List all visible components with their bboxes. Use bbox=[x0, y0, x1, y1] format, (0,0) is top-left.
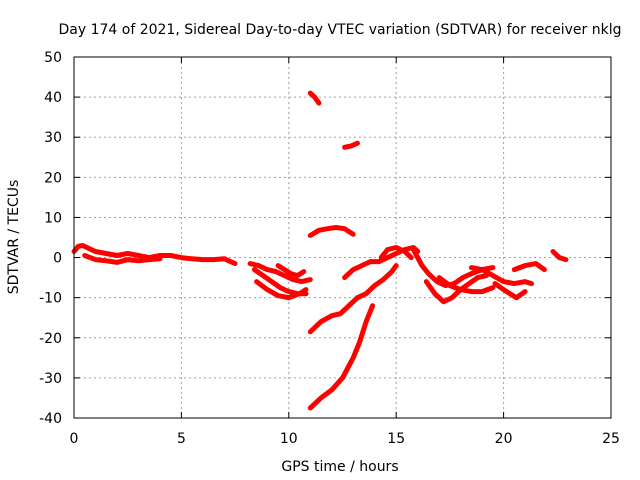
series-arc-9h-c bbox=[254, 279, 309, 301]
plot-frame bbox=[73, 56, 612, 419]
y-axis-label: SDTVAR / TECUs bbox=[6, 180, 22, 295]
y-tick-label: 0 bbox=[53, 251, 62, 267]
series-arc-20h bbox=[492, 281, 528, 301]
y-tick-label: 30 bbox=[44, 130, 62, 146]
y-tick-labels: -40 -30 -20 -10 0 10 20 30 40 50 bbox=[39, 50, 62, 427]
axis-ticks bbox=[73, 56, 612, 419]
series-arc-steep bbox=[307, 303, 376, 411]
x-tick-label: 15 bbox=[387, 431, 405, 447]
series-arc-16h-a bbox=[410, 247, 496, 289]
y-tick-label: 50 bbox=[44, 50, 62, 66]
x-axis-label: GPS time / hours bbox=[281, 459, 398, 475]
x-tick-label: 0 bbox=[70, 431, 79, 447]
data-series bbox=[71, 90, 569, 411]
series-arc-7 bbox=[307, 225, 356, 238]
series-arc-9h-a bbox=[247, 261, 313, 285]
series-arc-17h bbox=[436, 275, 496, 295]
series-arc-16h-b bbox=[423, 273, 489, 305]
series-arc-22h bbox=[550, 249, 569, 263]
grid bbox=[74, 57, 611, 418]
x-tick-label: 20 bbox=[495, 431, 513, 447]
series-arc-21h bbox=[511, 261, 547, 273]
y-tick-label: -40 bbox=[39, 411, 62, 427]
series-arc-rise bbox=[307, 263, 399, 335]
y-tick-label: -20 bbox=[39, 331, 62, 347]
y-tick-label: 10 bbox=[44, 210, 62, 226]
x-tick-label: 25 bbox=[602, 431, 620, 447]
series-arc-main-lower bbox=[82, 253, 163, 265]
series-arc-19h bbox=[468, 265, 534, 287]
x-tick-label: 5 bbox=[177, 431, 186, 447]
series-arc-main bbox=[71, 243, 238, 267]
y-tick-label: 40 bbox=[44, 90, 62, 106]
series-arc-28 bbox=[342, 140, 360, 150]
y-tick-label: -30 bbox=[39, 371, 62, 387]
chart-title: Day 174 of 2021, Sidereal Day-to-day VTE… bbox=[59, 22, 622, 38]
y-tick-label: 20 bbox=[44, 170, 62, 186]
series-arc-13h bbox=[342, 245, 421, 281]
series-arc-40 bbox=[307, 90, 322, 106]
series-arc-15h bbox=[378, 245, 414, 261]
y-tick-label: -10 bbox=[39, 291, 62, 307]
series-arc-9h-d bbox=[275, 263, 307, 279]
x-tick-labels: 0 5 10 15 20 25 bbox=[70, 431, 620, 447]
x-tick-label: 10 bbox=[280, 431, 298, 447]
